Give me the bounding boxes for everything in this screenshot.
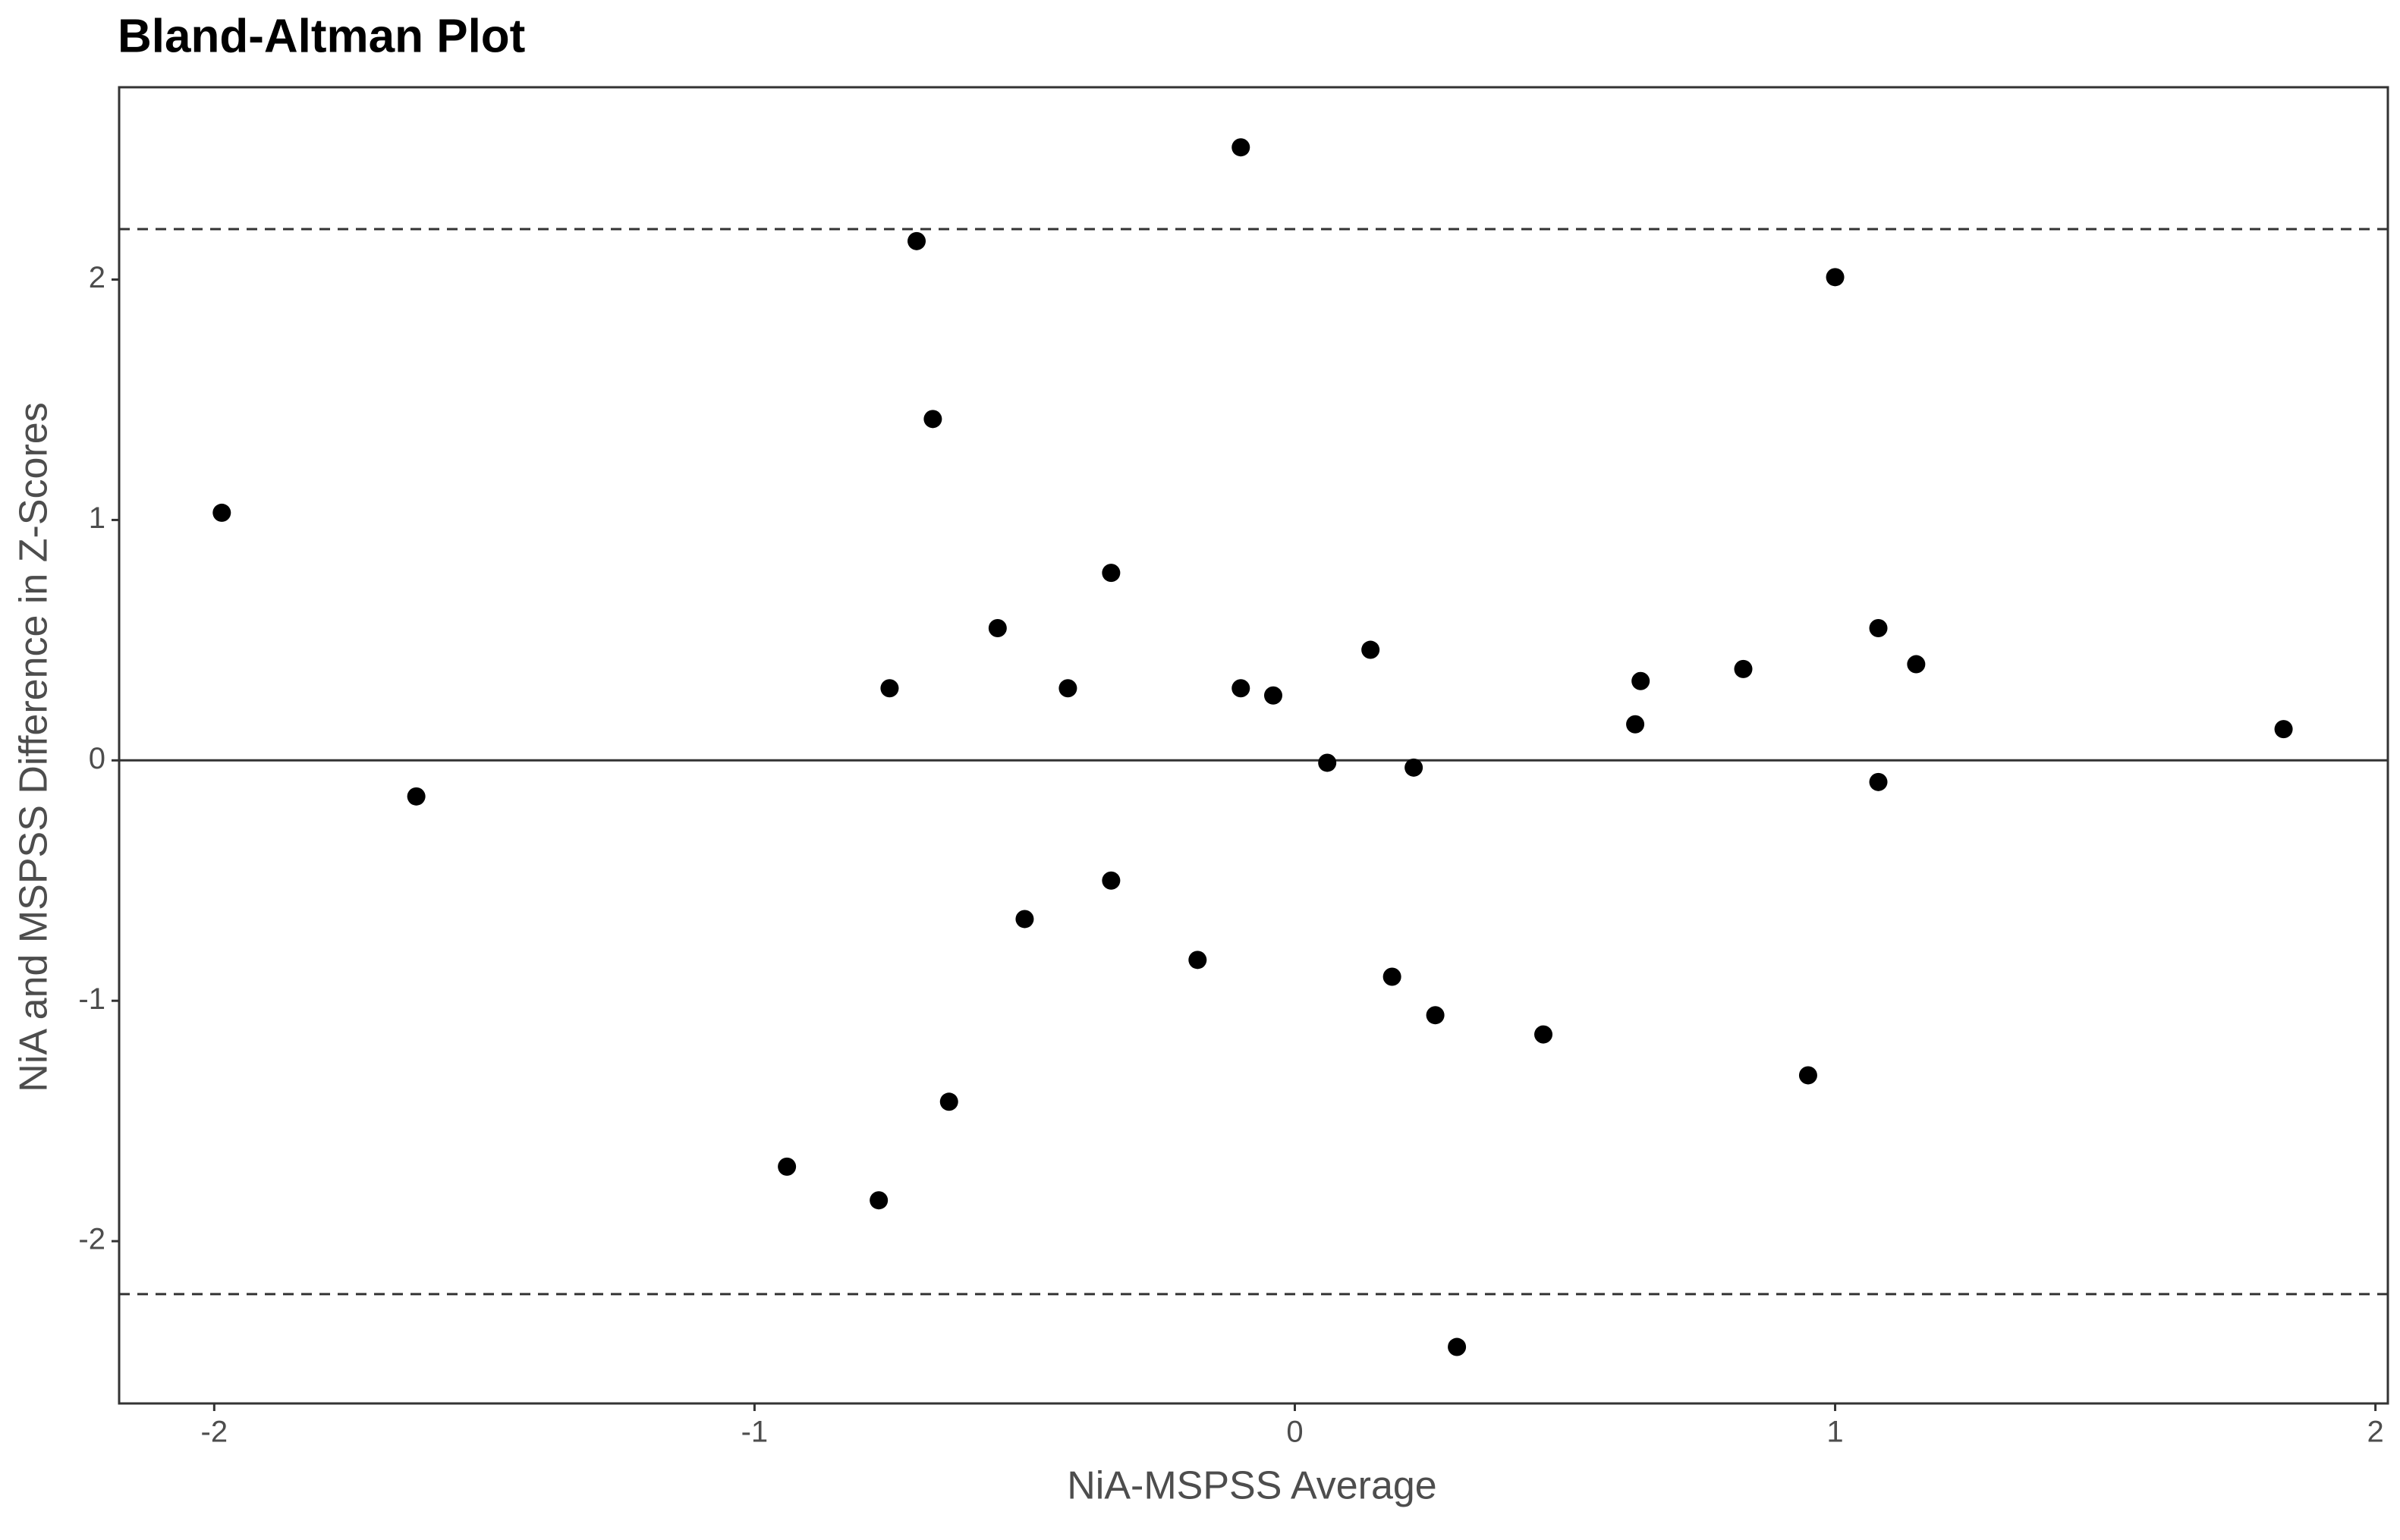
- plot-frame: [118, 86, 2389, 1405]
- x-tick-label: -1: [741, 1416, 769, 1449]
- x-tick-label: 1: [1826, 1416, 1843, 1449]
- y-tick-label: 0: [89, 742, 105, 775]
- point: [1534, 1025, 1553, 1044]
- chart-title: Bland-Altman Plot: [118, 10, 525, 62]
- point: [1188, 951, 1207, 970]
- point: [1263, 686, 1282, 705]
- point: [1734, 659, 1753, 678]
- x-tick-label: -2: [201, 1416, 228, 1449]
- point: [1426, 1006, 1445, 1025]
- point: [1404, 758, 1423, 777]
- point: [1798, 1066, 1817, 1085]
- x-tick-label: 0: [1286, 1416, 1303, 1449]
- point: [1448, 1337, 1467, 1356]
- point: [1015, 910, 1034, 929]
- point: [1102, 871, 1121, 890]
- point: [870, 1191, 889, 1210]
- point: [939, 1092, 958, 1111]
- y-tick-label: -1: [78, 982, 105, 1016]
- y-tick-label: 1: [89, 501, 105, 535]
- y-tick-label: -2: [78, 1223, 105, 1256]
- point: [1631, 671, 1650, 690]
- x-tick-label: 2: [2367, 1416, 2383, 1449]
- point: [1869, 619, 1888, 638]
- point: [1826, 268, 1845, 287]
- point: [1907, 655, 1926, 674]
- point: [907, 231, 926, 250]
- point: [1626, 715, 1645, 734]
- point: [1058, 679, 1077, 698]
- point: [1102, 564, 1121, 583]
- point: [778, 1157, 797, 1176]
- point: [988, 619, 1007, 638]
- point: [1318, 753, 1337, 772]
- y-axis-label: NiA and MSPSS Difference in Z-Scores: [12, 402, 56, 1092]
- point: [2274, 720, 2293, 739]
- point: [407, 787, 426, 806]
- point: [1231, 679, 1250, 698]
- y-tick-label: 2: [89, 261, 105, 294]
- point: [880, 679, 899, 698]
- point: [923, 410, 942, 429]
- point: [1382, 967, 1401, 986]
- point: [1231, 138, 1250, 157]
- point: [1361, 640, 1380, 659]
- point: [1869, 772, 1888, 791]
- x-axis-label: NiA-MSPSS Average: [1067, 1464, 1436, 1508]
- point: [212, 503, 231, 522]
